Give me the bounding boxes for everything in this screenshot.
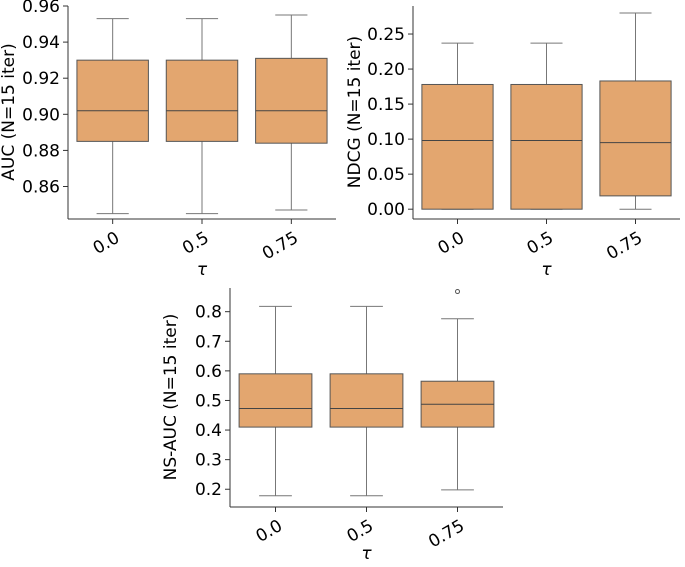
y-tick-label: 0.2 [195, 480, 222, 500]
iqr-box [255, 57, 328, 144]
y-tick-label: 0.3 [195, 451, 222, 471]
x-tick-label: 0.0 [435, 228, 468, 259]
y-axis-label: AUC (N=15 iter) [0, 43, 19, 180]
y-tick-label: 0.8 [195, 303, 222, 323]
iqr-box [599, 80, 672, 197]
x-tick-label: 0.0 [90, 228, 123, 259]
x-tick-label: 0.5 [344, 516, 377, 547]
x-tick-label: 0.5 [179, 228, 212, 259]
y-tick-label: 0.00 [367, 200, 405, 220]
outlier-point [455, 289, 460, 295]
y-tick-label: 0.20 [367, 60, 405, 80]
x-tick-label: 0.5 [524, 228, 557, 259]
y-tick-label: 0.92 [22, 69, 60, 89]
box-0.75 [420, 289, 495, 491]
box-0.5 [329, 305, 404, 497]
y-tick-label: 0.96 [22, 0, 60, 17]
y-tick-label: 0.88 [22, 141, 60, 161]
y-tick-label: 0.6 [195, 362, 222, 382]
y-tick-label: 0.94 [22, 33, 60, 53]
box-0.0 [76, 18, 149, 215]
iqr-box [329, 373, 404, 428]
box-0.0 [238, 305, 313, 497]
y-axis-label: NS-AUC (N=15 iter) [161, 314, 181, 481]
iqr-box [510, 83, 583, 210]
y-tick-label: 0.86 [22, 178, 60, 198]
box-0.0 [421, 42, 494, 210]
y-tick-label: 0.7 [195, 332, 222, 352]
y-tick-label: 0.5 [195, 391, 222, 411]
box-0.5 [165, 18, 239, 215]
iqr-box [165, 59, 239, 142]
y-tick-label: 0.25 [367, 25, 405, 45]
x-axis-label: τ [361, 544, 372, 564]
y-tick-label: 0.4 [195, 421, 222, 441]
x-axis-label: τ [541, 260, 552, 280]
x-tick-label: 0.75 [259, 228, 302, 264]
iqr-box [238, 373, 313, 428]
y-tick-label: 0.05 [367, 165, 405, 185]
chart-panel-2: 0.00 0.05 0.10 0.15 0.20 0.25 0.0 0.5 0.75 τ NDCG … [345, 6, 680, 280]
y-tick-label: 0.15 [367, 95, 405, 115]
chart-panel-1: 0.86 0.88 0.90 0.92 0.94 0.96 0.0 0.5 0.75 τ AUC (… [0, 0, 336, 280]
iqr-box [76, 59, 149, 142]
x-tick-label: 0.75 [425, 516, 468, 552]
iqr-box [421, 83, 494, 210]
box-0.5 [510, 42, 583, 210]
x-tick-label: 0.0 [253, 516, 286, 547]
chart-panel-3: 0.2 0.3 0.4 0.5 0.6 0.7 0.8 0.0 0.5 0.75 τ NS-AUC (… [161, 288, 503, 564]
y-tick-label: 0.10 [367, 130, 405, 150]
x-axis-label: τ [197, 260, 208, 280]
x-tick-label: 0.75 [603, 228, 646, 264]
box-0.75 [255, 14, 328, 211]
box-0.75 [599, 12, 672, 210]
y-tick-label: 0.90 [22, 105, 60, 125]
y-axis-label: NDCG (N=15 iter) [345, 36, 365, 188]
